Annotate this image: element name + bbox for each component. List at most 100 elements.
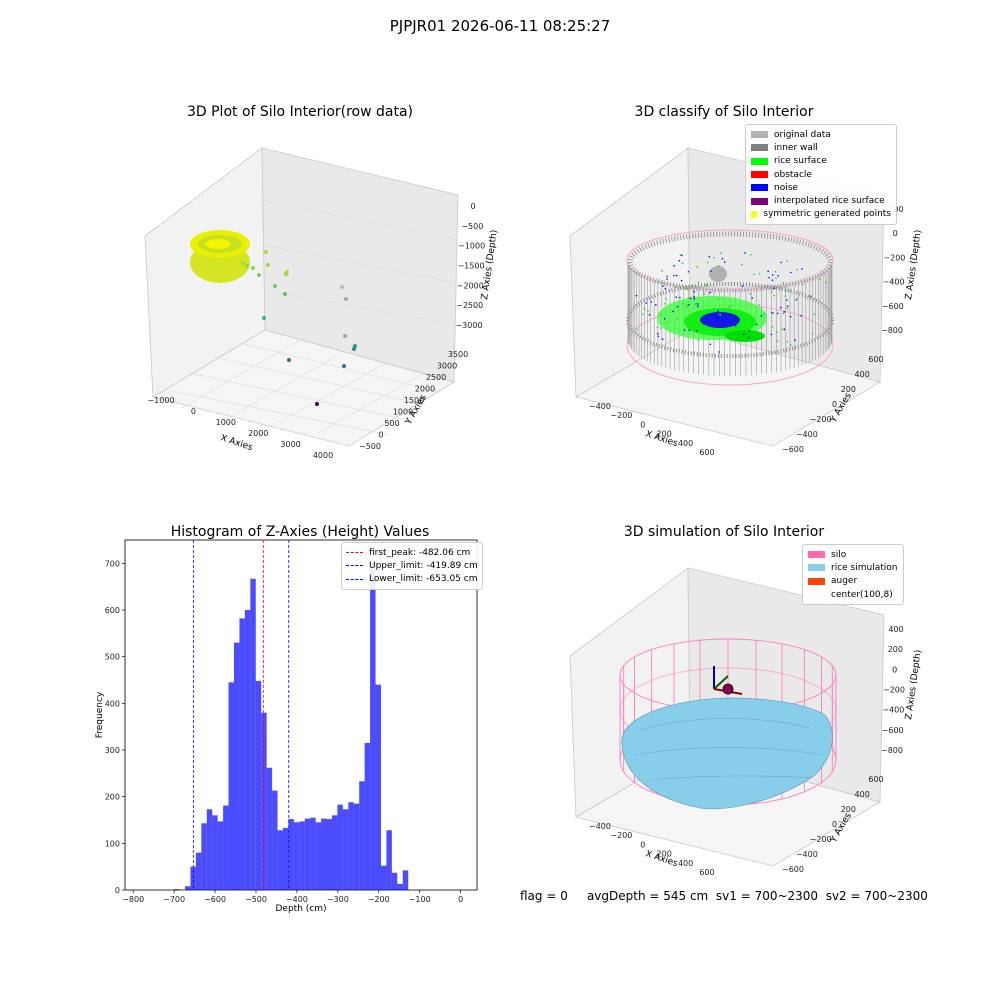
histogram-bar — [337, 804, 343, 890]
noise-point — [666, 321, 669, 324]
raw-grid — [167, 199, 459, 436]
data-point — [245, 264, 249, 268]
z-tick-label: −1000 — [458, 242, 485, 251]
noise-point — [676, 318, 679, 320]
y-tick-label: 200 — [841, 805, 856, 814]
y-tick-label: −400 — [796, 430, 818, 439]
y-tick-label: −500 — [359, 442, 381, 451]
z-tick-label: −3000 — [455, 321, 482, 330]
noise-point — [795, 298, 798, 301]
noise-point — [775, 277, 777, 279]
histogram-bar — [223, 805, 229, 890]
legend-label: symmetric generated points — [763, 209, 891, 220]
simulation-panel-title: 3D simulation of Silo Interior — [623, 524, 825, 540]
histogram-bar — [206, 809, 213, 890]
noise-point — [760, 314, 763, 317]
noise-point — [662, 282, 664, 284]
noise-point — [663, 317, 666, 320]
data-point — [287, 358, 291, 362]
z-tick-label: −600 — [882, 302, 904, 311]
noise-point — [763, 312, 766, 315]
legend-label: obstacle — [774, 169, 812, 180]
sv1-text: sv1 = 700~2300 — [715, 889, 819, 903]
legend-label: center(100,8) — [831, 589, 893, 600]
status-footer: flag = 0 avgDepth = 545 cm sv1 = 700~230… — [520, 889, 928, 903]
histogram-bar — [266, 767, 273, 890]
noise-point — [656, 326, 659, 329]
legend-entry: Upper_limit: -419.89 cm — [346, 559, 478, 572]
simulation-legend: silo rice simulation auger center(100,8) — [802, 544, 904, 606]
histogram-bar — [386, 830, 392, 890]
data-point — [273, 284, 277, 288]
x-tick-label: 600 — [699, 448, 714, 457]
histogram-bar — [250, 578, 256, 890]
noise-point — [636, 328, 638, 331]
simulation-y-ticks: −600 −400 −2000 200 400 600 — [782, 775, 884, 874]
noise-point — [771, 279, 774, 281]
x-tick-label: −100 — [409, 895, 431, 904]
noise-point — [773, 294, 776, 297]
legend-entry: center(100,8) — [808, 588, 898, 601]
noise-point — [741, 285, 744, 287]
z-tick-label: 0 — [893, 229, 898, 238]
noise-point — [719, 314, 722, 316]
classify-rice-surface — [657, 266, 767, 342]
x-tick-label: 600 — [699, 868, 714, 877]
noise-point — [786, 299, 788, 301]
noise-point — [657, 335, 660, 338]
noise-point — [696, 266, 698, 268]
legend-swatch — [751, 210, 758, 218]
noise-point — [735, 334, 738, 337]
noise-point — [673, 265, 675, 267]
noise-point — [782, 282, 785, 284]
x-tick-label: −400 — [286, 895, 308, 904]
noise-point — [770, 333, 773, 336]
noise-point — [744, 252, 746, 254]
noise-point — [659, 313, 662, 315]
noise-point — [758, 272, 761, 275]
noise-point — [693, 290, 695, 293]
noise-point — [672, 310, 674, 313]
x-tick-label: −400 — [589, 822, 611, 831]
noise-point — [663, 302, 666, 305]
histogram-bar — [342, 809, 349, 890]
y-tick-label: 600 — [868, 775, 883, 784]
noise-point — [681, 262, 684, 265]
legend-entry: rice simulation — [808, 561, 898, 574]
noise-point — [687, 270, 690, 273]
noise-point — [800, 314, 802, 317]
histogram-bar — [321, 818, 327, 890]
noise-point — [796, 268, 799, 271]
raw-z-ticks: 0 −500 −1000 −1500 −2000 −2500 −3000 — [455, 202, 485, 330]
noise-point — [776, 340, 779, 342]
noise-point — [685, 305, 688, 308]
noise-point — [706, 261, 709, 264]
x-tick-label: 3000 — [280, 440, 300, 449]
legend-entry: obstacle — [751, 168, 891, 181]
legend-label: interpolated rice surface — [774, 196, 885, 207]
noise-point — [665, 298, 667, 300]
histogram-bar — [402, 870, 409, 890]
noise-point — [768, 276, 770, 279]
noise-point — [686, 288, 689, 291]
histogram-bar — [185, 886, 191, 890]
noise-point — [786, 307, 788, 310]
histogram-bar — [195, 852, 202, 890]
x-tick-label: 200 — [657, 430, 672, 439]
histogram-bar — [293, 822, 300, 890]
histogram-bar — [359, 781, 365, 890]
noise-point — [774, 270, 777, 273]
histogram-x-ticks: −800 −700 −600 −500 −400 −300 −200 −100 0 — [122, 890, 463, 904]
noise-point — [679, 296, 681, 299]
histogram-bar — [299, 821, 305, 890]
y-tick-label: 1000 — [393, 408, 413, 417]
z-tick-label: 400 — [888, 625, 903, 634]
legend-swatch — [808, 551, 825, 559]
noise-point — [750, 317, 753, 319]
histogram-bar — [364, 743, 371, 890]
y-tick-label: −600 — [782, 445, 804, 454]
z-tick-label: −600 — [882, 726, 904, 735]
x-tick-label: 2000 — [248, 429, 268, 438]
